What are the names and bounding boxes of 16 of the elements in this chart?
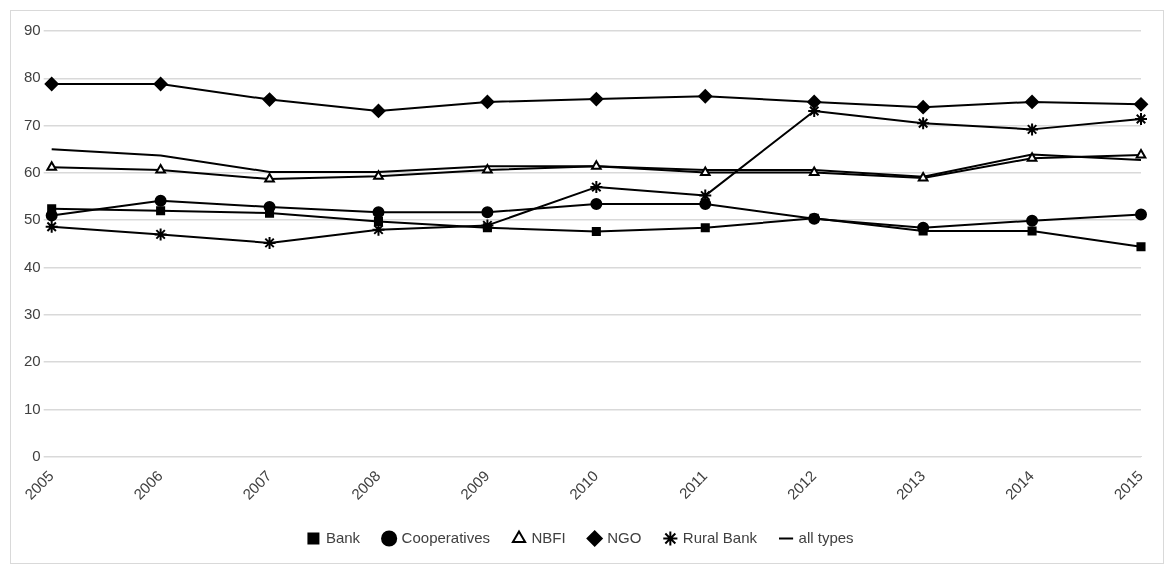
legend-label: all types — [798, 528, 854, 546]
legend-label: Bank — [325, 528, 361, 546]
y-tick-label: 0 — [32, 446, 41, 464]
y-tick-label: 70 — [24, 115, 41, 133]
y-tick-label: 40 — [24, 257, 41, 275]
y-tick-label: 80 — [24, 68, 41, 86]
legend-label: NGO — [607, 528, 642, 546]
legend-label: Cooperatives — [401, 528, 491, 546]
y-tick-label: 20 — [24, 352, 41, 370]
y-tick-label: 30 — [24, 304, 41, 322]
y-tick-label: 90 — [24, 21, 41, 39]
y-tick-label: 10 — [24, 399, 41, 417]
legend-label: NBFI — [531, 528, 566, 546]
y-tick-label: 50 — [24, 210, 41, 228]
legend-label: Rural Bank — [682, 528, 758, 546]
y-tick-label: 60 — [24, 163, 41, 181]
